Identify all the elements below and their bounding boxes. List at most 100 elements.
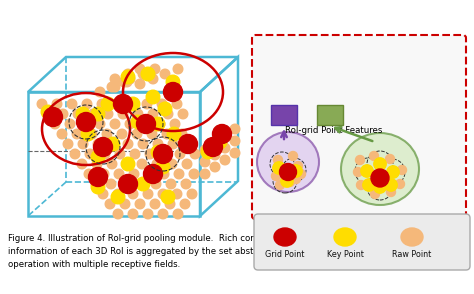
Circle shape	[122, 77, 132, 87]
Circle shape	[290, 165, 302, 177]
Circle shape	[115, 149, 125, 159]
Circle shape	[387, 166, 399, 178]
Circle shape	[77, 159, 87, 169]
Circle shape	[121, 157, 135, 171]
Circle shape	[136, 177, 150, 191]
Circle shape	[148, 74, 158, 84]
Circle shape	[135, 79, 145, 89]
Circle shape	[371, 190, 380, 198]
Circle shape	[385, 155, 394, 163]
Circle shape	[138, 139, 148, 149]
Circle shape	[143, 209, 153, 219]
Circle shape	[97, 99, 107, 109]
Circle shape	[167, 127, 181, 141]
Circle shape	[111, 190, 125, 204]
Circle shape	[201, 145, 215, 159]
Circle shape	[172, 99, 182, 109]
Circle shape	[363, 179, 375, 191]
Circle shape	[37, 99, 47, 109]
Circle shape	[41, 105, 55, 119]
Circle shape	[386, 188, 395, 196]
Circle shape	[141, 67, 155, 81]
Circle shape	[398, 166, 407, 175]
Circle shape	[213, 135, 227, 149]
Circle shape	[85, 149, 95, 159]
Circle shape	[166, 179, 176, 189]
Circle shape	[102, 129, 112, 139]
Circle shape	[50, 119, 60, 129]
Circle shape	[121, 179, 131, 189]
Circle shape	[129, 169, 139, 179]
Circle shape	[200, 157, 210, 167]
Circle shape	[200, 145, 210, 155]
Circle shape	[138, 69, 148, 79]
FancyBboxPatch shape	[254, 214, 470, 270]
Circle shape	[106, 137, 120, 151]
Circle shape	[88, 109, 98, 119]
Circle shape	[180, 199, 190, 209]
Circle shape	[135, 199, 145, 209]
Circle shape	[150, 64, 160, 74]
Circle shape	[230, 148, 240, 158]
Circle shape	[123, 69, 133, 79]
Circle shape	[159, 169, 169, 179]
Circle shape	[154, 144, 173, 163]
Circle shape	[173, 209, 183, 219]
Circle shape	[137, 159, 147, 169]
Circle shape	[140, 119, 150, 129]
Circle shape	[110, 82, 120, 92]
Ellipse shape	[257, 132, 319, 192]
Circle shape	[173, 64, 183, 74]
Circle shape	[118, 175, 137, 193]
Circle shape	[175, 149, 185, 159]
Circle shape	[128, 189, 138, 199]
Circle shape	[58, 109, 68, 119]
Circle shape	[174, 169, 184, 179]
Circle shape	[153, 139, 163, 149]
Circle shape	[354, 168, 363, 176]
Circle shape	[395, 180, 404, 188]
Circle shape	[210, 138, 220, 148]
Circle shape	[182, 159, 192, 169]
Circle shape	[273, 162, 285, 174]
Circle shape	[137, 114, 155, 133]
Circle shape	[178, 109, 188, 119]
Circle shape	[113, 94, 133, 113]
Circle shape	[165, 199, 175, 209]
Circle shape	[126, 97, 140, 111]
Circle shape	[110, 74, 120, 84]
Circle shape	[170, 119, 180, 129]
Circle shape	[121, 70, 135, 84]
Text: Figure 4. Illustration of RoI-grid pooling module.  Rich context
information of : Figure 4. Illustration of RoI-grid pooli…	[8, 234, 283, 269]
Circle shape	[160, 69, 170, 79]
Circle shape	[361, 165, 373, 177]
Circle shape	[161, 190, 175, 204]
Circle shape	[57, 129, 67, 139]
Circle shape	[151, 117, 165, 131]
Circle shape	[81, 127, 95, 141]
FancyBboxPatch shape	[317, 105, 343, 125]
Circle shape	[108, 139, 118, 149]
Circle shape	[72, 129, 82, 139]
Circle shape	[187, 189, 197, 199]
Circle shape	[135, 64, 145, 74]
Circle shape	[110, 119, 120, 129]
Circle shape	[145, 149, 155, 159]
Circle shape	[147, 129, 157, 139]
Circle shape	[87, 129, 97, 139]
Circle shape	[128, 209, 138, 219]
Circle shape	[203, 138, 222, 156]
Circle shape	[120, 199, 130, 209]
Circle shape	[119, 77, 129, 87]
Circle shape	[371, 169, 389, 187]
Circle shape	[91, 107, 105, 121]
Circle shape	[93, 139, 103, 149]
Circle shape	[273, 156, 283, 165]
Circle shape	[200, 169, 210, 179]
Circle shape	[150, 199, 160, 209]
Circle shape	[117, 129, 127, 139]
Circle shape	[91, 179, 101, 189]
Text: Raw Point: Raw Point	[392, 250, 432, 259]
Circle shape	[230, 124, 240, 134]
Circle shape	[292, 175, 301, 183]
